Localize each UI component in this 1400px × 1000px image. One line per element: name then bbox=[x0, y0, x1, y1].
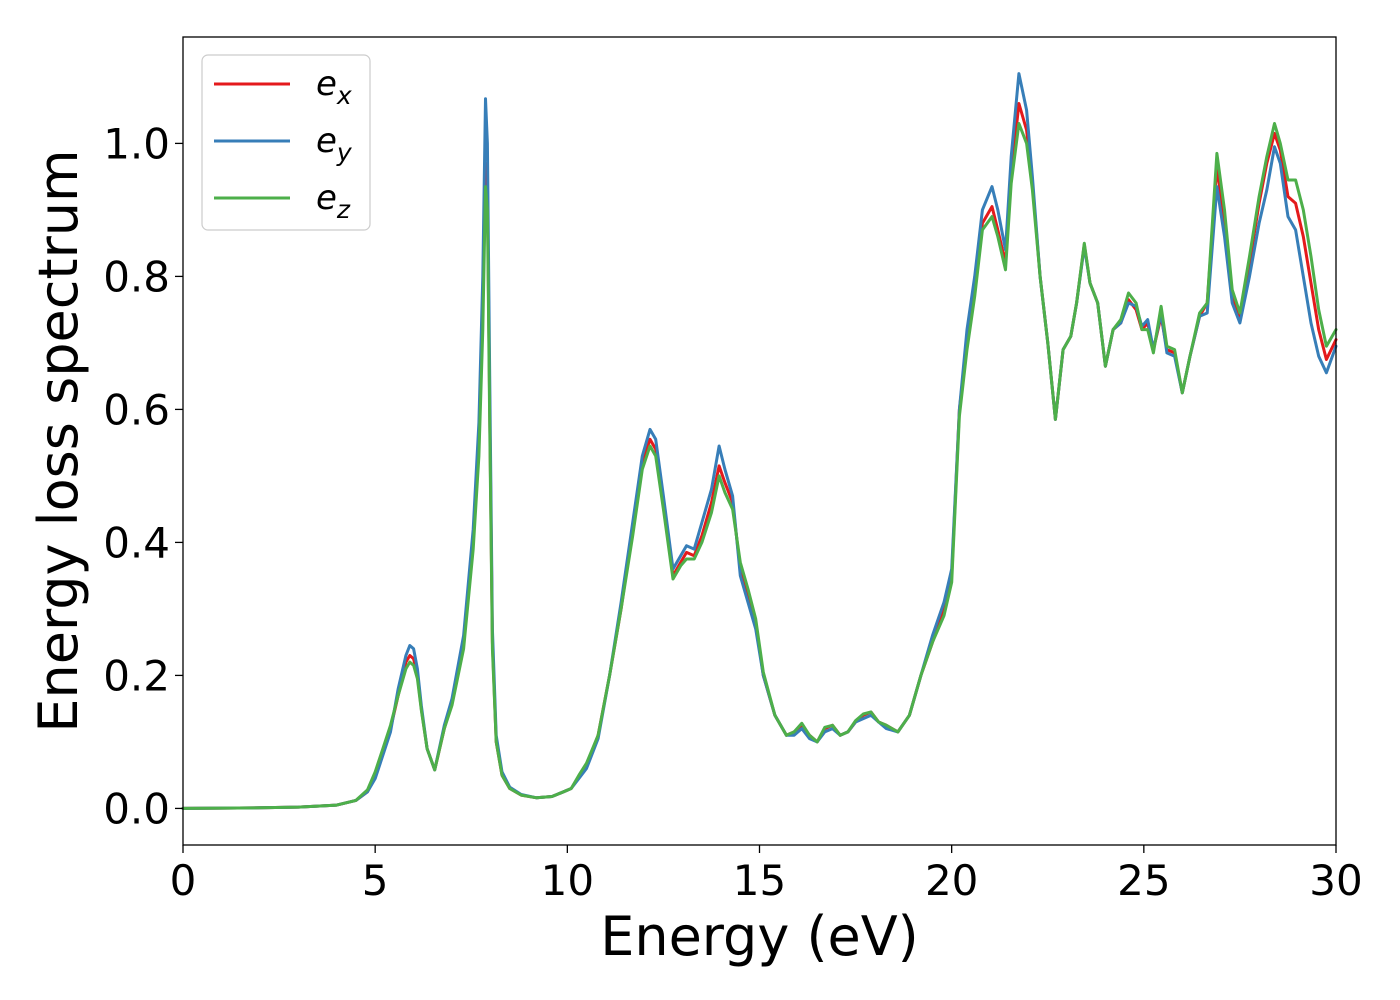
x-tick-label: 0 bbox=[170, 856, 197, 905]
legend: ex ey ez bbox=[201, 54, 371, 231]
series-layer bbox=[181, 72, 1338, 810]
y-tick-label: 0.6 bbox=[103, 385, 170, 434]
y-tick-label: 0.2 bbox=[103, 651, 170, 700]
legend-label-z: ez bbox=[316, 178, 351, 224]
x-tick-label: 10 bbox=[541, 856, 594, 905]
x-tick-label: 15 bbox=[733, 856, 786, 905]
series-line-z bbox=[181, 122, 1338, 810]
y-tick-label: 1.0 bbox=[103, 119, 170, 168]
x-tick-label: 25 bbox=[1117, 856, 1170, 905]
y-tick-label: 0.8 bbox=[103, 252, 170, 301]
x-tick-label: 5 bbox=[362, 856, 389, 905]
legend-label-x: ex bbox=[316, 64, 352, 110]
x-tick-label: 30 bbox=[1309, 856, 1362, 905]
legend-label-y: ey bbox=[316, 121, 353, 167]
y-tick-label: 0.0 bbox=[103, 784, 170, 833]
y-tick-label: 0.4 bbox=[103, 518, 170, 567]
x-axis-ticks: 0 5 10 15 20 25 30 bbox=[170, 845, 1363, 905]
x-tick-label: 20 bbox=[925, 856, 978, 905]
y-axis-label: Energy loss spectrum bbox=[27, 149, 90, 732]
x-axis-label: Energy (eV) bbox=[600, 905, 919, 968]
y-axis-ticks: 0.0 0.2 0.4 0.6 0.8 1.0 bbox=[103, 119, 183, 833]
